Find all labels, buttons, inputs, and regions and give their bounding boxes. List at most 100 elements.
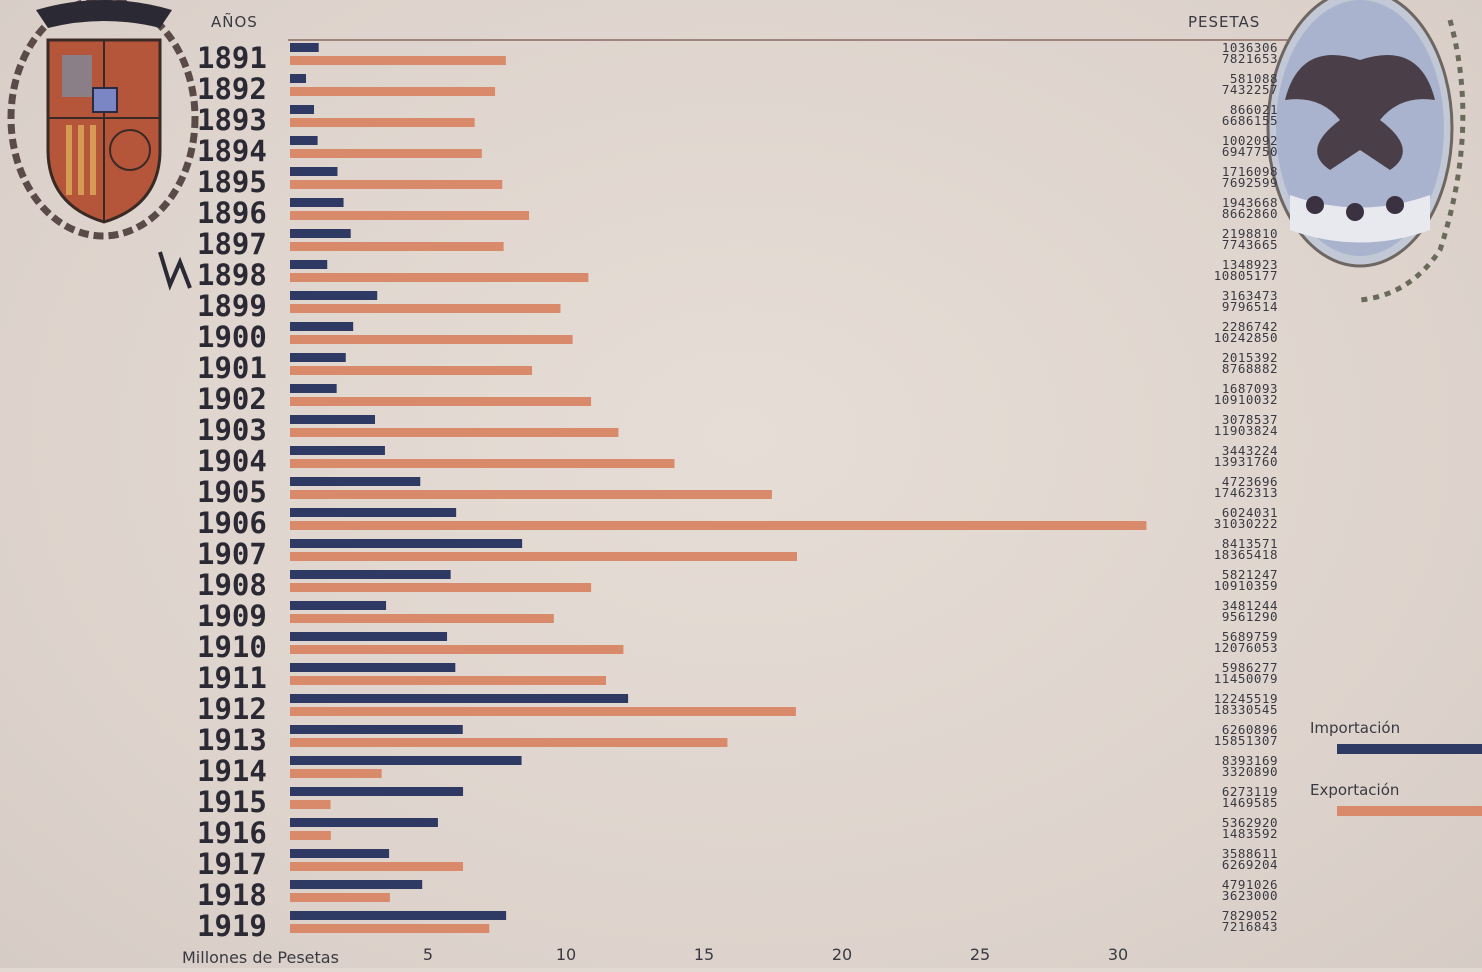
value-label-exportacion: 6947750	[1222, 144, 1278, 159]
value-label-importacion: 5362920	[1222, 815, 1278, 830]
legend-swatch-exportacion	[1337, 806, 1482, 816]
value-label-exportacion: 12076053	[1214, 640, 1278, 655]
year-labels: 1891189218931894189518961897189818991900…	[197, 41, 267, 943]
bar-importacion	[290, 508, 457, 517]
year-label: 1893	[197, 103, 267, 137]
bar-exportacion	[290, 521, 1147, 530]
value-label-importacion: 6260896	[1222, 722, 1278, 737]
value-label-importacion: 8393169	[1222, 753, 1278, 768]
value-label-importacion: 1002092	[1222, 133, 1278, 148]
bar-importacion	[290, 694, 629, 703]
bar-importacion	[290, 725, 463, 734]
bar-exportacion	[290, 304, 561, 313]
year-label: 1901	[197, 351, 267, 385]
bar-importacion	[290, 539, 523, 548]
bar-importacion	[290, 911, 507, 920]
legend-label-exportacion: Exportación	[1310, 781, 1399, 799]
bar-exportacion	[290, 831, 331, 840]
value-label-exportacion: 7692599	[1222, 175, 1278, 190]
year-label: 1919	[197, 909, 267, 943]
year-label: 1915	[197, 785, 267, 819]
value-label-exportacion: 1469585	[1222, 795, 1278, 810]
value-label-exportacion: 10242850	[1214, 330, 1278, 345]
bar-importacion	[290, 229, 351, 238]
value-label-importacion: 2198810	[1222, 226, 1278, 241]
value-label-importacion: 1716098	[1222, 164, 1278, 179]
bar-exportacion	[290, 490, 772, 499]
bar-importacion	[290, 105, 315, 114]
value-label-importacion: 1348923	[1222, 257, 1278, 272]
value-label-exportacion: 15851307	[1214, 733, 1278, 748]
value-label-importacion: 12245519	[1214, 691, 1278, 706]
bar-exportacion	[290, 924, 490, 933]
value-label-importacion: 7829052	[1222, 908, 1278, 923]
value-label-importacion: 5821247	[1222, 567, 1278, 582]
value-label-exportacion: 18330545	[1214, 702, 1278, 717]
bar-importacion	[290, 880, 423, 889]
value-label-exportacion: 11450079	[1214, 671, 1278, 686]
year-label: 1909	[197, 599, 267, 633]
value-label-importacion: 8413571	[1222, 536, 1278, 551]
value-label-exportacion: 6686155	[1222, 113, 1278, 128]
year-label: 1910	[197, 630, 267, 664]
year-label: 1918	[197, 878, 267, 912]
bar-importacion	[290, 322, 354, 331]
bar-exportacion	[290, 676, 607, 685]
year-label: 1895	[197, 165, 267, 199]
value-label-importacion: 1036306	[1222, 40, 1278, 55]
bar-exportacion	[290, 769, 382, 778]
value-label-exportacion: 10805177	[1214, 268, 1278, 283]
bar-importacion	[290, 849, 390, 858]
bar-importacion	[290, 570, 451, 579]
bar-importacion	[290, 74, 307, 83]
value-label-exportacion: 7432257	[1222, 82, 1278, 97]
years-header: AÑOS	[211, 12, 258, 31]
year-label: 1904	[197, 444, 267, 478]
value-label-exportacion: 8768882	[1222, 361, 1278, 376]
value-label-exportacion: 11903824	[1214, 423, 1278, 438]
value-label-importacion: 6273119	[1222, 784, 1278, 799]
year-label: 1897	[197, 227, 267, 261]
year-label: 1912	[197, 692, 267, 726]
value-label-exportacion: 9561290	[1222, 609, 1278, 624]
x-axis: Millones de Pesetas 5 10 15 20 25 30	[182, 945, 1128, 967]
value-label-importacion: 6024031	[1222, 505, 1278, 520]
value-label-exportacion: 7216843	[1222, 919, 1278, 934]
bar-importacion	[290, 167, 338, 176]
year-label: 1903	[197, 413, 267, 447]
bar-exportacion	[290, 800, 331, 809]
pesetas-header: PESETAS	[1188, 13, 1260, 31]
bar-exportacion	[290, 56, 506, 65]
bar-importacion	[290, 446, 385, 455]
value-label-exportacion: 10910032	[1214, 392, 1278, 407]
legend-swatch-importacion	[1337, 744, 1482, 754]
bar-exportacion	[290, 242, 504, 251]
bar-exportacion	[290, 273, 589, 282]
bar-exportacion	[290, 180, 503, 189]
value-label-importacion: 4723696	[1222, 474, 1278, 489]
year-label: 1905	[197, 475, 267, 509]
x-tick-label: 15	[694, 945, 714, 964]
year-label: 1898	[197, 258, 267, 292]
value-label-exportacion: 13931760	[1214, 454, 1278, 469]
year-label: 1892	[197, 72, 267, 106]
bar-exportacion	[290, 893, 390, 902]
legend: Importación Exportación	[1310, 719, 1482, 816]
bar-importacion	[290, 136, 318, 145]
value-label-importacion: 1687093	[1222, 381, 1278, 396]
value-label-exportacion: 31030222	[1214, 516, 1278, 531]
bar-exportacion	[290, 645, 624, 654]
x-tick-label: 10	[556, 945, 576, 964]
value-label-importacion: 4791026	[1222, 877, 1278, 892]
x-axis-label: Millones de Pesetas	[182, 948, 339, 967]
value-label-importacion: 866021	[1230, 102, 1278, 117]
bar-exportacion	[290, 211, 530, 220]
bar-exportacion	[290, 335, 573, 344]
bar-exportacion	[290, 862, 464, 871]
bar-group	[290, 43, 1147, 933]
year-label: 1917	[197, 847, 267, 881]
year-label: 1891	[197, 41, 267, 75]
value-label-exportacion: 7743665	[1222, 237, 1278, 252]
